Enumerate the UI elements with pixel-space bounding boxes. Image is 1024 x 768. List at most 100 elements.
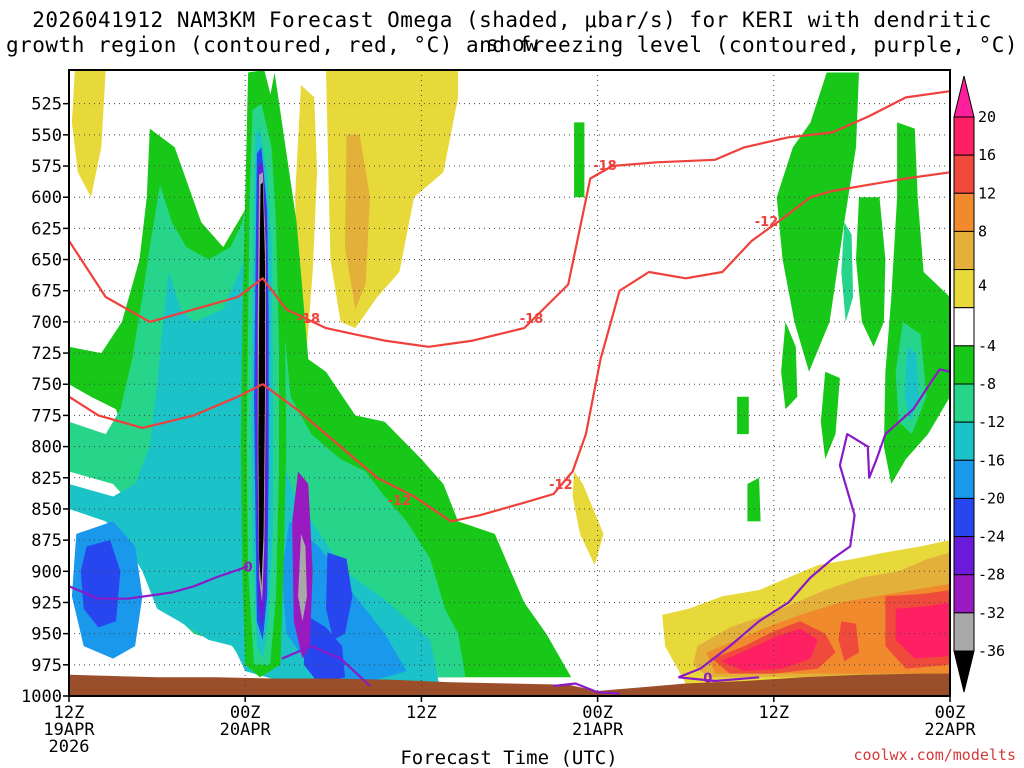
omega-region-38 (838, 621, 859, 662)
colorbar-segment-12 (953, 574, 975, 614)
terrain-surface (69, 673, 950, 696)
colorbar-label-9: -20 (978, 489, 1005, 507)
colorbar-segment-8 (953, 421, 975, 461)
colorbar-label-13: -36 (978, 642, 1005, 660)
omega-region-29 (781, 321, 798, 410)
y-tick-label-925: 925 (31, 593, 62, 613)
colorbar-label-10: -24 (978, 528, 1005, 546)
y-tick-label-775: 775 (31, 406, 62, 426)
omega-region-22 (574, 122, 585, 198)
colorbar-label-3: 8 (978, 222, 987, 240)
colorbar-label-6: -8 (978, 375, 996, 393)
x-tick-label-36-2: 21APR (572, 720, 624, 740)
chart-title-line-2: growth region (contoured, red, °C) and f… (5, 33, 1019, 57)
colorbar-segment-9 (953, 459, 975, 499)
colorbar-segment-4 (953, 269, 975, 309)
omega-region-24 (747, 477, 761, 522)
y-tick-label-525: 525 (31, 95, 62, 115)
x-tick-label-60-1: 00Z (935, 703, 966, 723)
omega-region-0 (71, 70, 106, 198)
omega-region-23 (737, 396, 749, 435)
colorbar-label-0: 20 (978, 108, 996, 126)
y-tick-label-1000: 1000 (21, 687, 62, 707)
x-tick-label-12-1: 00Z (230, 703, 261, 723)
omega-region-30 (841, 222, 854, 322)
colorbar-segment-0 (953, 116, 975, 156)
omega-region-40 (895, 602, 950, 659)
omega-region-32 (904, 346, 920, 422)
y-tick-label-600: 600 (31, 188, 62, 208)
contours-layer: -18 -12 -18 -18 -12 -12 0 0 (69, 90, 950, 695)
y-tick-label-550: 550 (31, 126, 62, 146)
x-tick-label-36-1: 00Z (582, 703, 613, 723)
colorbar-label-1: 16 (978, 146, 996, 164)
omega-region-11 (326, 552, 353, 640)
dendritic-extra-label-1: -18 (520, 312, 544, 327)
colorbar-segment-3 (953, 230, 975, 271)
y-tick-label-700: 700 (31, 313, 62, 333)
x-tick-label-0-2: 19APR (43, 720, 95, 740)
colorbar-top-arrow (953, 75, 975, 118)
terrain-layer (69, 673, 950, 696)
x-tick-label-12-2: 20APR (220, 720, 272, 740)
y-tick-label-725: 725 (31, 344, 62, 364)
colorbar-segment-7 (953, 383, 975, 423)
y-tick-label-825: 825 (31, 469, 62, 489)
freezing-contour-3 (677, 368, 950, 679)
y-tick-label-800: 800 (31, 438, 62, 458)
freezing-contour-0-label: 0 (244, 560, 253, 575)
colorbar-label-12: -32 (978, 604, 1005, 622)
x-tick-label-24-1: 12Z (406, 703, 437, 723)
colorbar-segment-1 (953, 154, 975, 194)
plot-area: -18 -12 -18 -18 -12 -12 0 0 (69, 70, 950, 696)
dendritic-contour-0-label: -18 (297, 312, 321, 327)
omega-region-25 (776, 72, 859, 372)
y-tick-label-850: 850 (31, 500, 62, 520)
x-axis-label: Forecast Time (UTC) (400, 747, 617, 768)
credit-text: coolwx.com/modelts (853, 746, 1016, 764)
colorbar: 20 16 12 8 4 -4 -8 -12 -16 -20 -24 -28 -32 -36 (953, 75, 1005, 693)
freezing-contour-1-label: 0 (703, 671, 712, 686)
colorbar-segment-5 (953, 307, 975, 347)
gridlines (69, 70, 950, 696)
y-axis: 525 550 575 600 625 650 675 700 725 750 775 800 825 8… (21, 95, 69, 707)
omega-region-26 (856, 197, 886, 347)
x-tick-label-48-1: 12Z (758, 703, 789, 723)
omega-region-2 (345, 134, 370, 310)
y-tick-label-975: 975 (31, 656, 62, 676)
colorbar-bottom-arrow (953, 650, 975, 693)
omega-region-14 (298, 533, 307, 622)
dendritic-contour-0 (69, 90, 950, 348)
omega-region-4 (572, 471, 604, 566)
colorbar-label-7: -12 (978, 413, 1005, 431)
freezing-contour-0 (69, 565, 249, 600)
x-tick-label-0-3: 2026 (49, 737, 90, 757)
y-tick-label-875: 875 (31, 531, 62, 551)
y-tick-label-650: 650 (31, 251, 62, 271)
freezing-contour-4 (678, 676, 760, 683)
colorbar-label-4: 4 (978, 277, 987, 295)
freezing-contour-2 (553, 682, 620, 695)
dendritic-contour-1 (69, 171, 950, 523)
colorbar-label-5: -4 (978, 337, 996, 355)
colorbar-segment-2 (953, 192, 975, 232)
colorbar-segment-13 (953, 612, 975, 652)
omega-region-10 (80, 540, 121, 628)
y-tick-label-575: 575 (31, 157, 62, 177)
dendritic-extra-label-0: -18 (593, 159, 617, 174)
colorbar-segment-6 (953, 345, 975, 385)
y-tick-label-625: 625 (31, 219, 62, 239)
y-tick-label-900: 900 (31, 562, 62, 582)
colorbar-label-11: -28 (978, 566, 1005, 584)
freezing-contour-1 (281, 644, 371, 687)
y-tick-label-675: 675 (31, 282, 62, 302)
y-tick-label-950: 950 (31, 625, 62, 645)
colorbar-segment-10 (953, 497, 975, 538)
colorbar-label-2: 12 (978, 184, 996, 202)
omega-region-12 (303, 614, 345, 684)
dendritic-extra-label-3: -12 (755, 215, 779, 230)
dendritic-contour-1-label: -12 (388, 494, 412, 509)
y-tick-label-750: 750 (31, 375, 62, 395)
